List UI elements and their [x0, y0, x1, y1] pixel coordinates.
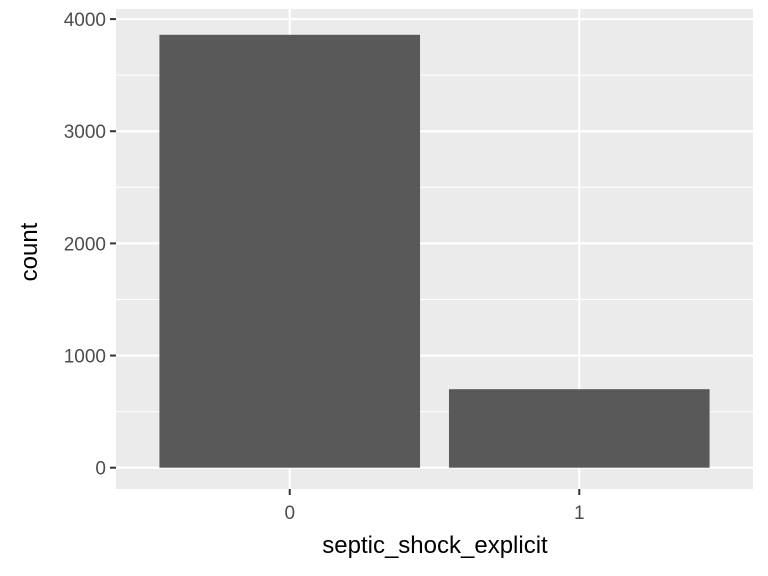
y-tick-label: 3000: [64, 122, 106, 143]
bar-1: [448, 389, 710, 468]
x-tick-label: 1: [574, 503, 585, 524]
x-axis-title: septic_shock_explicit: [322, 532, 548, 559]
y-tick-label: 1000: [64, 347, 106, 368]
x-tick-label: 0: [284, 503, 295, 524]
y-axis-title: count: [16, 222, 43, 281]
bars: [159, 34, 710, 468]
y-axis: 0 1000 2000 3000 4000: [64, 10, 116, 480]
y-tick-label: 2000: [64, 234, 106, 255]
y-tick-label: 4000: [64, 10, 106, 31]
y-tick-label: 0: [95, 459, 106, 480]
bar-0: [159, 34, 421, 468]
